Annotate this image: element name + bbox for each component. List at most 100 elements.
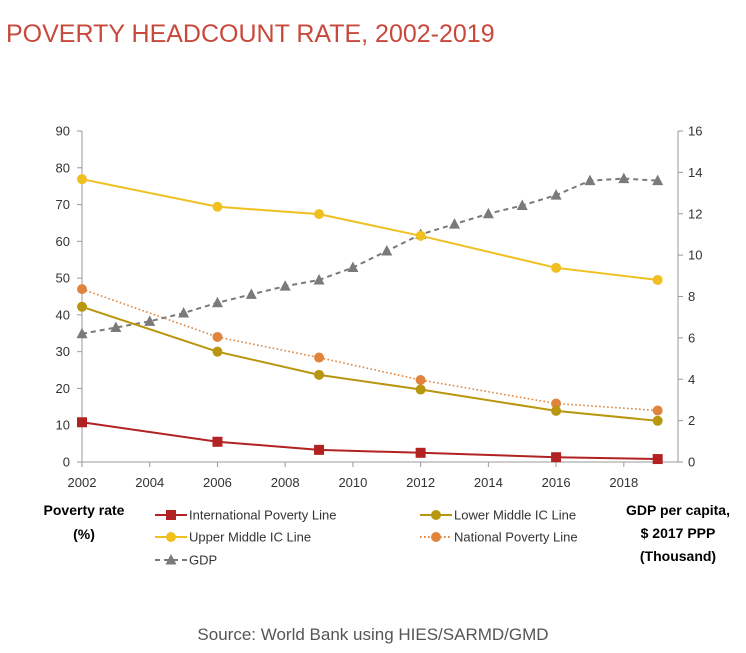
right-tick-label: 14 [688, 165, 702, 180]
data-point-gdp [584, 174, 596, 186]
legend-item-gdp: GDP [155, 553, 217, 568]
chart-series [76, 172, 664, 465]
right-tick-label: 16 [688, 124, 702, 139]
left-tick-label: 30 [56, 344, 70, 359]
left-axis-title: Poverty rate (%) [44, 502, 125, 542]
data-point-national-poverty-line [551, 398, 562, 409]
x-tick-label: 2006 [203, 475, 232, 490]
data-point-international-poverty-line [314, 444, 325, 455]
right-axis-title-line-1: GDP per capita, [626, 502, 730, 518]
legend-label: International Poverty Line [189, 508, 336, 523]
data-point-gdp [245, 288, 257, 299]
x-tick-label: 2010 [338, 475, 367, 490]
data-point-lower-middle-ic-line [652, 415, 663, 426]
data-point-upper-middle-ic-line [314, 209, 325, 220]
data-point-lower-middle-ic-line [415, 384, 426, 395]
legend-swatch-marker [166, 510, 176, 520]
x-tick-label: 2016 [542, 475, 571, 490]
data-point-upper-middle-ic-line [652, 274, 663, 285]
data-point-lower-middle-ic-line [314, 369, 325, 380]
chart-legend: International Poverty Line Lower Middle I… [155, 508, 578, 568]
data-point-gdp [381, 244, 393, 256]
data-point-upper-middle-ic-line [415, 230, 426, 241]
data-point-lower-middle-ic-line [77, 301, 87, 312]
legend-item-lower-middle-ic-line: Lower Middle IC Line [420, 508, 576, 523]
left-tick-label: 10 [56, 418, 70, 433]
data-point-national-poverty-line [314, 352, 325, 363]
legend-item-international-poverty-line: International Poverty Line [155, 508, 336, 523]
data-point-gdp [449, 218, 460, 229]
data-point-gdp [178, 307, 190, 318]
data-point-lower-middle-ic-line [212, 346, 223, 357]
data-point-international-poverty-line [551, 452, 562, 463]
legend-item-upper-middle-ic-line: Upper Middle IC Line [155, 530, 311, 545]
data-point-gdp [144, 315, 156, 326]
legend-swatch-marker [166, 532, 176, 542]
data-point-gdp [347, 261, 359, 273]
chart-axes: 0 10 20 30 40 50 60 70 80 90 0 2 4 6 8 10 12 14 16 2002 2004… [56, 124, 703, 491]
data-point-international-poverty-line [77, 417, 87, 428]
data-point-national-poverty-line [415, 374, 426, 385]
left-tick-label: 70 [56, 197, 70, 212]
source-note: Source: World Bank using HIES/SARMD/GMD [197, 625, 548, 644]
left-tick-label: 20 [56, 381, 70, 396]
right-tick-label: 6 [688, 330, 695, 345]
left-tick-label: 60 [56, 234, 70, 249]
left-axis-title-line-2: (%) [73, 526, 95, 542]
series-line-upper-middle-ic-line [81, 178, 658, 281]
series-line-lower-middle-ic-line [81, 305, 658, 422]
left-tick-label: 90 [56, 124, 70, 139]
legend-label: Upper Middle IC Line [189, 530, 311, 545]
data-point-gdp [618, 172, 630, 184]
data-point-gdp [211, 296, 223, 308]
right-axis-title: GDP per capita, $ 2017 PPP (Thousand) [626, 502, 730, 564]
left-tick-label: 80 [56, 160, 70, 175]
right-tick-label: 12 [688, 206, 702, 221]
x-tick-label: 2008 [271, 475, 300, 490]
data-point-upper-middle-ic-line [212, 201, 223, 212]
series-line-national-poverty-line [81, 288, 658, 412]
legend-label: GDP [189, 553, 217, 568]
left-tick-label: 0 [63, 455, 70, 470]
data-point-gdp [76, 327, 88, 339]
data-point-gdp [110, 321, 122, 333]
legend-swatch-marker [165, 554, 177, 565]
data-point-international-poverty-line [212, 436, 223, 447]
data-point-national-poverty-line [652, 405, 663, 416]
data-point-upper-middle-ic-line [551, 262, 562, 273]
legend-label: Lower Middle IC Line [454, 508, 576, 523]
chart-title: POVERTY HEADCOUNT RATE, 2002-2019 [6, 20, 495, 48]
right-axis-title-line-2: $ 2017 PPP [641, 525, 716, 541]
left-axis-title-line-1: Poverty rate [44, 502, 125, 518]
data-point-international-poverty-line [652, 454, 663, 465]
x-tick-label: 2014 [474, 475, 503, 490]
left-tick-label: 40 [56, 307, 70, 322]
data-point-national-poverty-line [212, 331, 223, 342]
data-point-international-poverty-line [415, 447, 426, 458]
series-line-international-poverty-line [81, 421, 658, 461]
x-tick-label: 2012 [406, 475, 435, 490]
right-tick-label: 8 [688, 289, 695, 304]
data-point-gdp [652, 174, 664, 186]
data-point-national-poverty-line [77, 284, 87, 295]
right-tick-label: 2 [688, 413, 695, 428]
x-tick-label: 2004 [135, 475, 164, 490]
right-axis-title-line-3: (Thousand) [640, 548, 716, 564]
data-point-upper-middle-ic-line [77, 174, 87, 185]
data-point-gdp [550, 189, 562, 200]
right-tick-label: 10 [688, 248, 702, 263]
right-tick-label: 4 [688, 372, 695, 387]
legend-item-national-poverty-line: National Poverty Line [420, 530, 578, 545]
right-tick-label: 0 [688, 455, 695, 470]
data-point-gdp [516, 199, 528, 210]
x-tick-label: 2002 [68, 475, 97, 490]
x-tick-label: 2018 [609, 475, 638, 490]
series-line-gdp [81, 177, 658, 335]
data-point-lower-middle-ic-line [551, 405, 562, 416]
data-point-gdp [482, 207, 494, 219]
legend-label: National Poverty Line [454, 530, 578, 545]
left-tick-label: 50 [56, 271, 70, 286]
data-point-gdp [279, 280, 291, 291]
legend-swatch-marker [431, 532, 441, 542]
